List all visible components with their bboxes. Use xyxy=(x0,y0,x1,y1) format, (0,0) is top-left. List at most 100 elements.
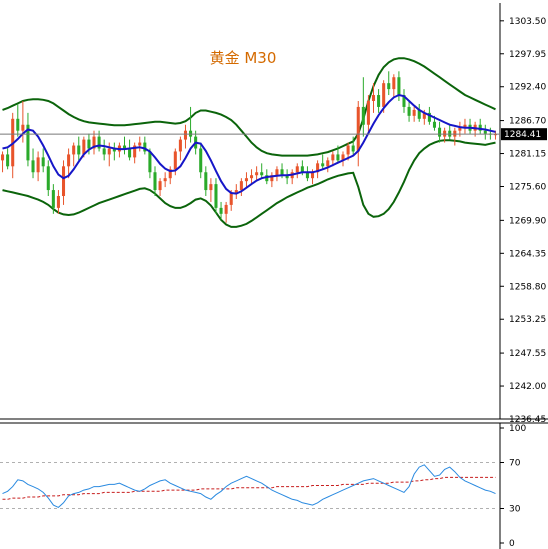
oscillator-tick-label: 70 xyxy=(509,459,521,469)
candle xyxy=(46,160,50,197)
price-tick-label: 1264.35 xyxy=(509,249,546,259)
candle-body xyxy=(72,145,76,155)
candle-body xyxy=(56,196,60,208)
price-tick-label: 1258.80 xyxy=(509,282,546,292)
candle xyxy=(336,145,340,164)
candle-body xyxy=(239,181,243,191)
candle-body xyxy=(432,121,437,128)
candle xyxy=(295,163,299,179)
candle xyxy=(331,151,335,167)
candlesticks xyxy=(1,71,497,223)
candle xyxy=(204,166,208,197)
candle-body xyxy=(310,172,315,179)
oscillator-tick-label: 100 xyxy=(509,424,526,434)
candle-body xyxy=(1,154,5,161)
candle-body xyxy=(453,130,457,137)
candle-body xyxy=(382,83,386,107)
oscillator-tick-label: 30 xyxy=(509,505,521,515)
candle-body xyxy=(97,136,101,149)
candle xyxy=(234,184,238,199)
price-tick-label: 1236.45 xyxy=(509,415,546,425)
candle-body xyxy=(107,148,111,155)
candle-body xyxy=(87,139,91,149)
bollinger-upper-band xyxy=(2,57,496,157)
candle-body xyxy=(366,100,370,125)
candle xyxy=(285,169,289,185)
candle xyxy=(102,139,106,161)
candle xyxy=(448,124,452,140)
price-tick-label: 1286.70 xyxy=(509,117,546,127)
candle-body xyxy=(77,145,81,155)
candle-body xyxy=(26,124,30,161)
candle-body xyxy=(21,124,25,131)
candle xyxy=(356,100,360,167)
price-tick-label: 1281.15 xyxy=(509,150,546,160)
candle xyxy=(239,178,243,197)
candle-body xyxy=(321,163,325,167)
candle-body xyxy=(483,130,487,134)
price-tick-label: 1275.60 xyxy=(509,183,546,193)
candle-body xyxy=(341,154,345,161)
candle-body xyxy=(295,166,299,173)
candle-body xyxy=(51,190,55,208)
candle-body xyxy=(448,130,452,137)
candle-body xyxy=(199,148,203,173)
candle xyxy=(275,166,279,182)
candle xyxy=(209,178,213,202)
candle-body xyxy=(300,166,304,173)
price-tick-label: 1242.00 xyxy=(509,382,546,392)
candle-body xyxy=(417,109,421,119)
candle xyxy=(158,178,162,197)
candle-body xyxy=(356,106,360,152)
candle xyxy=(31,148,35,179)
oscillator-panel: 100 70 30 0 xyxy=(0,423,526,549)
candle-body xyxy=(326,160,330,167)
candle-body xyxy=(377,95,381,107)
candle xyxy=(377,89,381,113)
candle-body xyxy=(371,95,376,101)
candle-body xyxy=(280,169,284,176)
candle-body xyxy=(422,112,426,119)
candle-body xyxy=(163,178,167,182)
candle-body xyxy=(183,130,188,140)
candle-body xyxy=(265,175,269,182)
candle-body xyxy=(351,145,355,152)
candle xyxy=(417,103,421,122)
candle-body xyxy=(458,127,462,131)
candle-body xyxy=(138,142,142,146)
oscillator-lines xyxy=(2,464,496,508)
candle xyxy=(224,201,228,223)
price-tick-label: 1297.95 xyxy=(509,50,546,60)
candle xyxy=(361,77,365,137)
candle xyxy=(67,148,71,179)
candle-body xyxy=(112,148,116,152)
candle-body xyxy=(234,190,238,194)
candle xyxy=(478,118,482,134)
candle-body xyxy=(178,139,182,152)
candle xyxy=(214,178,218,214)
candle xyxy=(250,169,254,185)
candle-body xyxy=(16,118,20,131)
candle xyxy=(392,74,396,99)
candle-body xyxy=(275,169,279,176)
candle xyxy=(412,106,416,122)
candle-body xyxy=(36,157,40,173)
candle-body xyxy=(148,151,152,173)
candle xyxy=(112,142,116,161)
candle xyxy=(41,148,45,173)
candle xyxy=(128,139,132,161)
candle xyxy=(260,163,264,179)
candle-body xyxy=(41,157,45,167)
candle xyxy=(341,151,345,167)
chart-title: 黄金 M30 xyxy=(210,49,277,67)
candle xyxy=(122,136,127,155)
candle xyxy=(148,148,152,179)
candle-body xyxy=(244,178,248,182)
main-panel: 1303.50 1297.95 1292.40 1286.70 1281.15 1275.… xyxy=(0,3,547,425)
candle xyxy=(189,106,193,143)
candle xyxy=(77,136,81,161)
candle xyxy=(453,127,457,146)
candle-body xyxy=(463,124,467,128)
candle-body xyxy=(443,130,447,137)
candle-body xyxy=(209,184,213,191)
